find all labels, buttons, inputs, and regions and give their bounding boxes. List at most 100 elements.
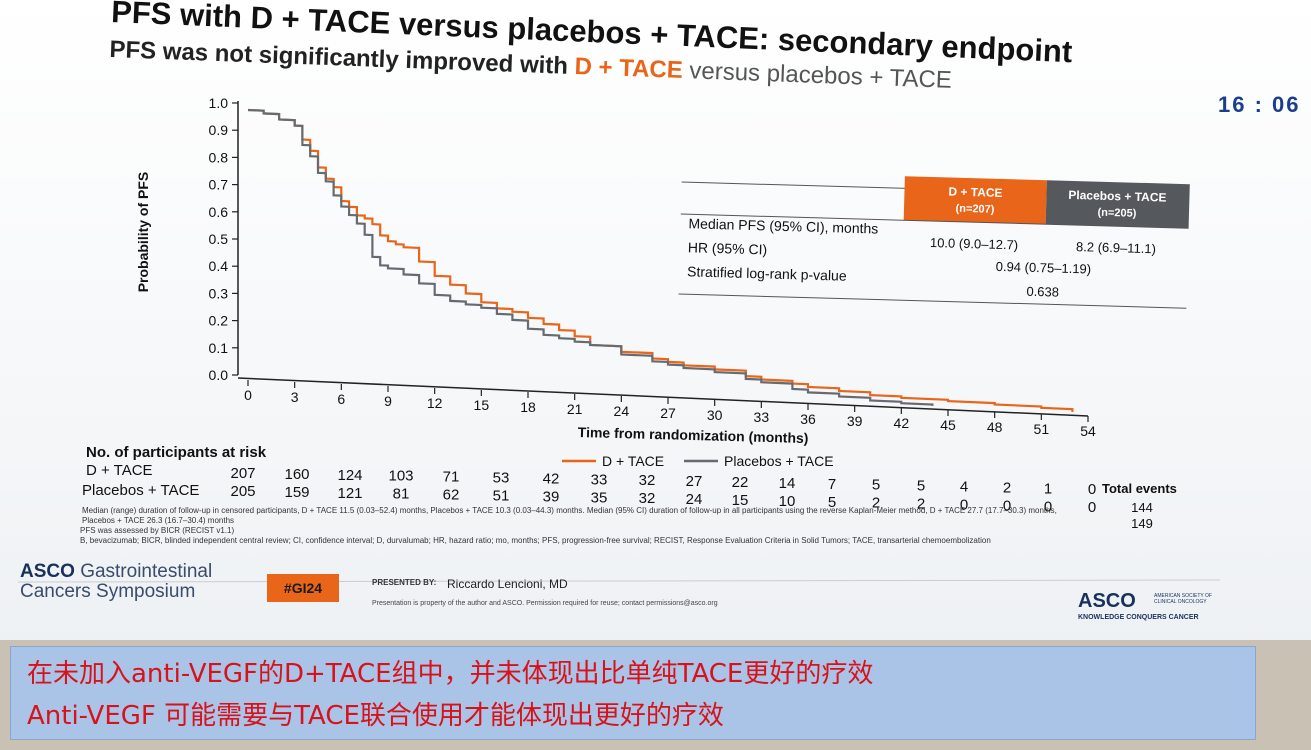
- risk-value: 39: [543, 488, 560, 505]
- series-line-d-tace: [247, 108, 1074, 412]
- risk-value: 159: [284, 484, 309, 501]
- risk-value: 71: [443, 469, 460, 486]
- x-tick-label: 54: [1080, 423, 1096, 439]
- series-line-placebos-tace: [247, 108, 934, 406]
- x-tick-label: 18: [520, 399, 536, 415]
- stats-col2-header: [1045, 180, 1190, 229]
- y-tick-label: 0.6: [209, 204, 229, 220]
- y-axis-label: Probability of PFS: [135, 172, 151, 293]
- y-tick-label: 1.0: [209, 95, 229, 111]
- x-tick-label: 36: [800, 411, 816, 427]
- stats-pvalue: 0.638: [1026, 284, 1059, 300]
- risk-value: 14: [779, 475, 796, 492]
- caption-line-2: Anti-VEGF 可能需要与TACE联合使用才能体现出更好的疗效: [27, 701, 724, 731]
- risk-value: 22: [732, 474, 749, 491]
- y-tick-label: 0.0: [209, 367, 229, 383]
- asco-logo-small: AMERICAN SOCIETY OF CLINICAL ONCOLOGY: [1154, 593, 1212, 605]
- x-tick-label: 30: [707, 407, 723, 423]
- clock-readout: 16 : 06: [1218, 92, 1301, 117]
- stats-header-rule: [680, 213, 1189, 229]
- x-tick-label: 12: [427, 395, 443, 411]
- risk-row-label-d-tace: D + TACE: [86, 462, 153, 479]
- risk-value: 2: [1003, 479, 1011, 496]
- stats-col1-n: (n=207): [955, 203, 994, 216]
- x-tick-label: 21: [567, 401, 583, 417]
- x-tick-label: 48: [987, 419, 1003, 435]
- asco-gi-logo-asco: ASCO: [20, 561, 75, 582]
- footer-divider: [17, 579, 1221, 583]
- asco-gi-logo-gi: Gastrointestinal: [80, 561, 213, 582]
- risk-value: 0: [1044, 498, 1052, 515]
- risk-value: 7: [828, 476, 836, 493]
- x-tick-label: 33: [754, 409, 770, 425]
- footnote-3: PFS was assessed by BICR (RECIST v1.1): [80, 526, 235, 535]
- risk-value: 53: [493, 470, 510, 487]
- footnote-4: B, bevacizumab; BICR, blinded independen…: [80, 536, 991, 545]
- risk-value: 207: [230, 465, 255, 482]
- y-tick-label: 0.4: [209, 258, 229, 274]
- legend-label: Placebos + TACE: [724, 453, 834, 469]
- stats-col1-header: [903, 176, 1047, 225]
- risk-value: 51: [493, 488, 510, 505]
- asco-gi-logo-symposium: Cancers Symposium: [20, 581, 196, 602]
- risk-value: 35: [591, 489, 608, 506]
- y-tick-label: 0.9: [209, 122, 229, 138]
- risk-value: 32: [639, 472, 656, 489]
- hashtag-badge: #GI24: [267, 574, 339, 602]
- risk-value: 5: [917, 478, 925, 495]
- presented-by-label: PRESENTED BY:: [372, 578, 437, 587]
- stats-row-label: Median PFS (95% CI), months: [688, 215, 878, 236]
- risk-value: 160: [284, 466, 309, 483]
- x-tick-label: 39: [847, 413, 863, 429]
- stats-hr-value: 0.94 (0.75–1.19): [996, 259, 1092, 277]
- risk-value: 2: [917, 496, 925, 513]
- risk-value: 121: [337, 485, 362, 502]
- risk-value: 124: [337, 467, 362, 484]
- risk-value: 10: [779, 493, 796, 510]
- total-events-title: Total events: [1102, 481, 1177, 496]
- risk-value: 103: [388, 468, 413, 485]
- risk-value: 32: [639, 490, 656, 507]
- y-tick-label: 0.5: [209, 231, 229, 247]
- risk-value: 42: [543, 470, 560, 487]
- x-tick-label: 27: [660, 405, 676, 421]
- risk-value: 81: [393, 486, 410, 503]
- asco-logo-word: ASCO: [1078, 590, 1136, 612]
- x-tick-label: 3: [291, 389, 299, 405]
- total-events-value: 144: [1131, 500, 1153, 515]
- y-tick-label: 0.3: [209, 285, 229, 301]
- stats-median-placebos: 8.2 (6.9–11.1): [1076, 239, 1156, 256]
- risk-value: 205: [230, 483, 255, 500]
- stats-table: D + TACE (n=207) Placebos + TACE (n=205) Med…: [678, 176, 1190, 309]
- risk-value: 0: [1088, 481, 1096, 498]
- risk-table-title: No. of participants at risk: [86, 444, 267, 461]
- risk-value: 15: [732, 492, 749, 509]
- risk-row-label-placebos-tace: Placebos + TACE: [82, 482, 200, 499]
- presenter-name: Riccardo Lencioni, MD: [447, 577, 568, 591]
- asco-gi-logo: ASCO Gastrointestinal Cancers Symposium: [20, 562, 212, 602]
- risk-value: 2: [872, 495, 880, 512]
- footnote-1: Median (range) duration of follow-up in …: [82, 506, 1057, 515]
- risk-value: 62: [443, 487, 460, 504]
- stats-row-label: Stratified log-rank p-value: [687, 263, 847, 283]
- caption-banner: 在未加入anti-VEGF的D+TACE组中，并未体现出比单纯TACE更好的疗效…: [10, 646, 1256, 740]
- risk-value: 4: [960, 479, 968, 496]
- y-tick-label: 0.1: [209, 340, 229, 356]
- risk-value: 24: [686, 491, 703, 508]
- x-tick-label: 6: [337, 391, 345, 407]
- km-chart: 0.0 0.1 0.2 0.3 0.4 0.5 0.6 0.7 0.8 0.9 1.0 Probabi…: [17, 95, 1221, 583]
- stats-bottom-rule: [678, 293, 1187, 309]
- x-tick-label: 0: [244, 387, 252, 403]
- risk-value: 5: [828, 494, 836, 511]
- slide: PFS with D + TACE versus placebos + TACE…: [0, 0, 1311, 640]
- x-tick-label: 51: [1034, 421, 1050, 437]
- y-tick-label: 0.8: [209, 149, 229, 165]
- x-tick-label: 24: [614, 403, 630, 419]
- total-events-value: 149: [1131, 516, 1153, 531]
- y-tick-label: 0.2: [209, 313, 229, 329]
- stats-col1-title: D + TACE: [948, 185, 1002, 201]
- legend-label: D + TACE: [602, 453, 664, 469]
- risk-value: 0: [960, 497, 968, 514]
- x-axis-label: Time from randomization (months): [578, 424, 809, 446]
- x-tick-label: 45: [940, 417, 956, 433]
